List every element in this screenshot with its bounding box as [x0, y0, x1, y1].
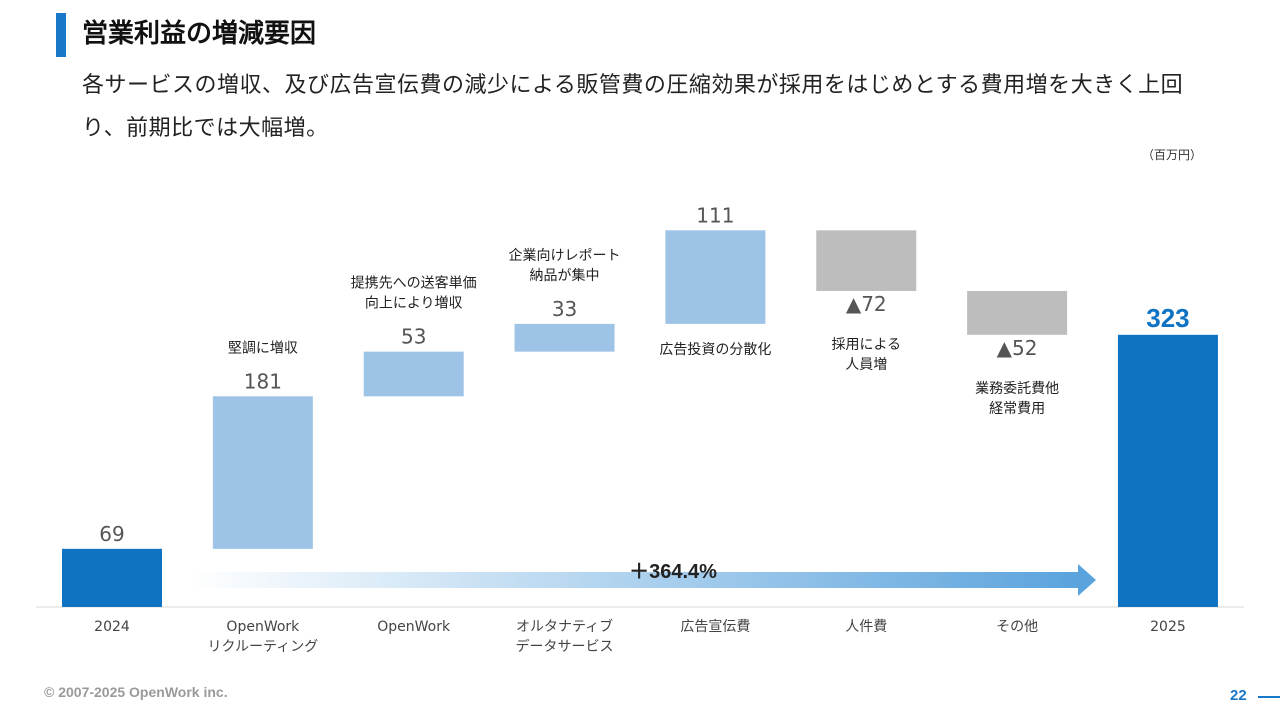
growth-rate-label: ＋364.4% — [629, 561, 717, 583]
bar-1 — [212, 396, 313, 549]
category-label-6: その他 — [996, 619, 1038, 635]
value-label-4: 111 — [696, 203, 734, 227]
category-label-2: OpenWork — [377, 619, 451, 635]
value-label-2: 53 — [401, 325, 426, 349]
bar-5 — [816, 230, 917, 291]
category-label-4: 広告宣伝費 — [680, 619, 750, 635]
value-label-5: ▲72 — [846, 292, 887, 316]
annotation-6: 業務委託費他経常費用 — [975, 381, 1059, 417]
annotation-1: 堅調に増収 — [228, 340, 298, 356]
value-label-6: ▲52 — [997, 336, 1038, 360]
growth-arrow: ＋364.4% — [190, 561, 1096, 596]
value-label-7: 323 — [1146, 303, 1189, 333]
unit-label: （百万円） — [1141, 148, 1202, 162]
bar-6 — [967, 290, 1068, 335]
page-number-rule — [1258, 696, 1280, 698]
annotation-5: 採用による人員増 — [831, 337, 901, 373]
value-label-1: 181 — [244, 369, 282, 393]
annotation-3: 企業向けレポート納品が集中 — [509, 247, 621, 284]
bar-7 — [1117, 334, 1218, 607]
category-label-7: 2025 — [1150, 619, 1186, 635]
page-subtitle: 各サービスの増収、及び広告宣伝費の減少による販管費の圧縮効果が採用をはじめとする… — [82, 73, 1184, 141]
copyright-text: © 2007-2025 OpenWork inc. — [44, 684, 228, 700]
growth-arrow-shaft — [190, 572, 1080, 588]
annotation-2: 提携先への送客単価向上により増収 — [351, 275, 477, 312]
title-accent-bar — [56, 13, 66, 57]
category-label-0: 2024 — [94, 619, 130, 635]
page-title: 営業利益の増減要因 — [82, 19, 317, 49]
bar-3 — [514, 323, 615, 352]
category-label-1: OpenWork リクルーティング — [207, 619, 318, 655]
chart-bars: 69 2024 181 堅調に増収 OpenWork リクルーティング 53 提携先への送客単… — [62, 203, 1218, 655]
page-number: 22 — [1230, 687, 1247, 704]
value-label-3: 33 — [552, 297, 577, 321]
category-label-3: オルタナティブデータサービス — [516, 618, 614, 655]
bar-4 — [665, 230, 766, 324]
bar-0 — [62, 548, 162, 607]
value-label-0: 69 — [99, 522, 124, 546]
growth-arrow-head — [1078, 564, 1096, 596]
bar-2 — [363, 351, 464, 397]
annotation-4: 広告投資の分散化 — [659, 342, 771, 358]
category-label-5: 人件費 — [845, 619, 887, 635]
